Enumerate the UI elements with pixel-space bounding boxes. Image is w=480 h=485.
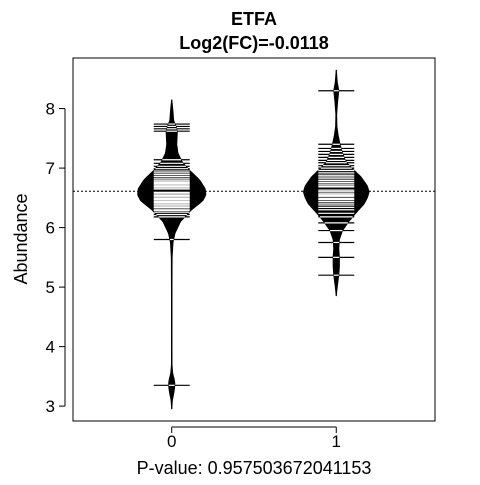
y-tick-label: 4: [46, 338, 55, 357]
x-axis-label: P-value: 0.957503672041153: [137, 458, 372, 478]
beans-layer: [73, 69, 435, 410]
chart-title: ETFA: [231, 9, 277, 29]
y-axis-label: Abundance: [11, 193, 31, 284]
chart-subtitle: Log2(FC)=-0.0118: [179, 33, 329, 53]
y-tick-label: 6: [46, 219, 55, 238]
y-tick-label: 3: [46, 397, 55, 416]
x-tick-label: 1: [332, 432, 341, 451]
y-tick-label: 8: [46, 100, 55, 119]
x-tick-label: 0: [167, 432, 176, 451]
y-tick-label: 7: [46, 159, 55, 178]
plot-frame: [72, 57, 436, 422]
y-tick-label: 5: [46, 278, 55, 297]
y-axis: 3 4 5 6 7 8: [46, 100, 66, 416]
